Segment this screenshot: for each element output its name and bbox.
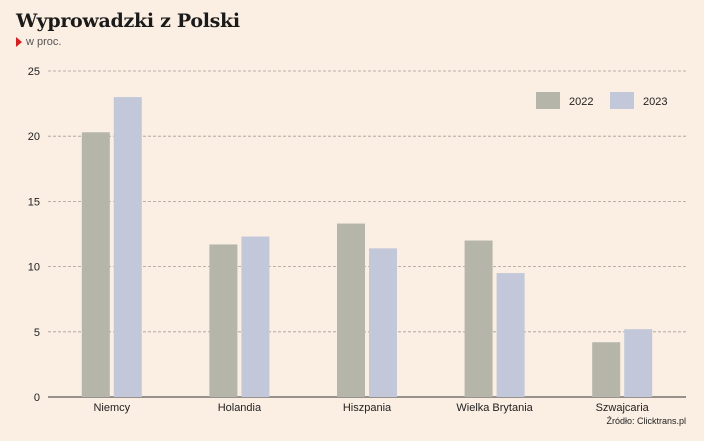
bar-2023 [241, 236, 270, 397]
chart-title: Wyprowadzki z Polski [16, 10, 240, 32]
x-tick-label: Holandia [218, 402, 262, 414]
y-tick-label: 5 [34, 327, 40, 339]
red-triangle-icon [16, 37, 22, 47]
y-tick-label: 10 [28, 262, 40, 274]
bar-2022 [81, 132, 110, 397]
x-tick-label: Szwajcaria [596, 402, 650, 414]
chart-subtitle: w proc. [26, 36, 62, 48]
x-tick-label: Niemcy [93, 402, 130, 414]
bar-2023 [369, 248, 397, 397]
legend-label-2023: 2023 [643, 96, 667, 108]
y-tick-label: 20 [28, 131, 40, 143]
y-tick-label: 0 [34, 392, 40, 404]
bar-2023 [496, 273, 525, 397]
bar-2022 [464, 240, 493, 397]
legend-label-2022: 2022 [569, 96, 593, 108]
x-tick-label: Wielka Brytania [456, 402, 533, 414]
y-tick-label: 25 [28, 66, 40, 78]
bar-2023 [624, 329, 653, 397]
legend-swatch-2023 [610, 92, 634, 109]
source-note: Źródło: Clicktrans.pl [606, 416, 686, 426]
bar-2022 [592, 342, 621, 397]
bar-2022 [209, 244, 238, 397]
subtitle-row: w proc. [16, 36, 61, 48]
x-tick-label: Hiszpania [343, 402, 392, 414]
y-tick-label: 15 [28, 196, 40, 208]
legend-swatch-2022 [536, 92, 560, 109]
bar-2022 [337, 223, 365, 397]
bar-2023 [113, 97, 142, 397]
